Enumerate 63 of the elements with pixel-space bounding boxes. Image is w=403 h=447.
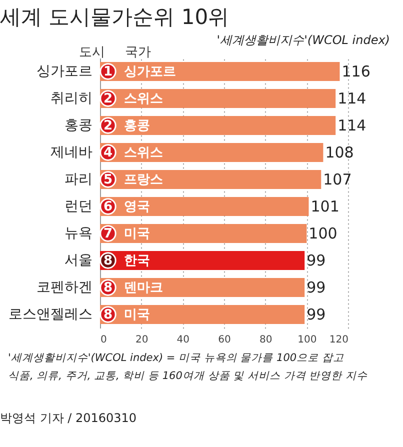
y-tick-label: 취리히 <box>50 90 92 106</box>
annotation: 2 <box>103 118 113 134</box>
bar <box>100 305 305 324</box>
y-tick-label: 파리 <box>64 172 92 188</box>
y-tick-label: 뉴욕 <box>64 226 92 242</box>
data-label: 99 <box>306 306 326 324</box>
annotation: 싱가포르 <box>124 64 176 80</box>
bar <box>100 89 336 108</box>
y-tick-label: 제네바 <box>50 144 92 160</box>
annotation: 미국 <box>124 226 150 242</box>
bar <box>100 116 336 135</box>
x-tick-label: 20 <box>135 334 148 346</box>
data-label: 107 <box>323 170 352 188</box>
x-axis-title: '세계생활비지수'(WCOL index) <box>216 33 390 47</box>
y-tick-label: 홍콩 <box>64 118 92 134</box>
annotation: 2 <box>103 92 113 106</box>
bar <box>100 170 322 189</box>
y-tick-label: 런던 <box>64 198 92 214</box>
x-tick-label: 120 <box>329 334 348 346</box>
y-tick-label: 로스앤젤레스 <box>8 306 92 322</box>
annotation: 한국 <box>124 254 150 268</box>
text: 박영석 기자 / 20160310 <box>0 411 137 425</box>
annotation: 덴마크 <box>124 280 163 296</box>
annotation: 8 <box>103 254 113 268</box>
y-tick-label: 서울 <box>64 252 92 268</box>
y-tick-label: 코펜하겐 <box>36 280 92 296</box>
data-label: 116 <box>342 62 370 80</box>
bar <box>100 197 309 216</box>
data-label: 100 <box>308 224 338 242</box>
text: '세계생활비지수'(WCOL index) = 미국 뉴욕의 물가를 100으로 잡고 <box>8 352 344 364</box>
bar <box>100 224 307 243</box>
data-label: 114 <box>338 116 366 134</box>
annotation: 국가 <box>125 45 151 60</box>
annotation: 5 <box>103 172 113 188</box>
data-label: 114 <box>338 90 366 108</box>
annotation: 미국 <box>124 308 150 322</box>
data-label: 99 <box>306 278 326 296</box>
x-tick-label: 40 <box>176 334 190 346</box>
annotation: 프랑스 <box>124 172 163 188</box>
bar <box>100 251 305 270</box>
x-tick-label: 100 <box>298 334 317 346</box>
annotation: 8 <box>103 280 113 296</box>
annotation: 도시 <box>79 45 105 60</box>
annotation: 8 <box>103 308 113 322</box>
y-tick-label: 싱가포르 <box>36 64 92 80</box>
data-label: 101 <box>310 198 340 216</box>
data-label: 99 <box>306 252 326 270</box>
chart-title: 세계 도시물가순위 10위 <box>0 5 230 29</box>
bar <box>100 143 324 162</box>
x-tick-label: 80 <box>259 334 272 346</box>
annotation: 스위스 <box>124 146 163 160</box>
annotation: 6 <box>103 200 113 214</box>
annotation: 7 <box>103 226 113 242</box>
x-tick-label: 0 <box>100 334 107 346</box>
bar <box>100 62 340 81</box>
annotation: 4 <box>103 146 113 160</box>
data-label: 108 <box>325 144 354 162</box>
text: 식품, 의류, 주거, 교통, 학비 등 160여개 상품 및 서비스 가격 반영한 지수 <box>8 370 368 382</box>
annotation: 영국 <box>124 200 150 214</box>
annotation: 홍콩 <box>124 118 150 134</box>
annotation: 1 <box>103 64 113 80</box>
x-tick-label: 60 <box>218 334 231 346</box>
annotation: 스위스 <box>124 92 163 106</box>
